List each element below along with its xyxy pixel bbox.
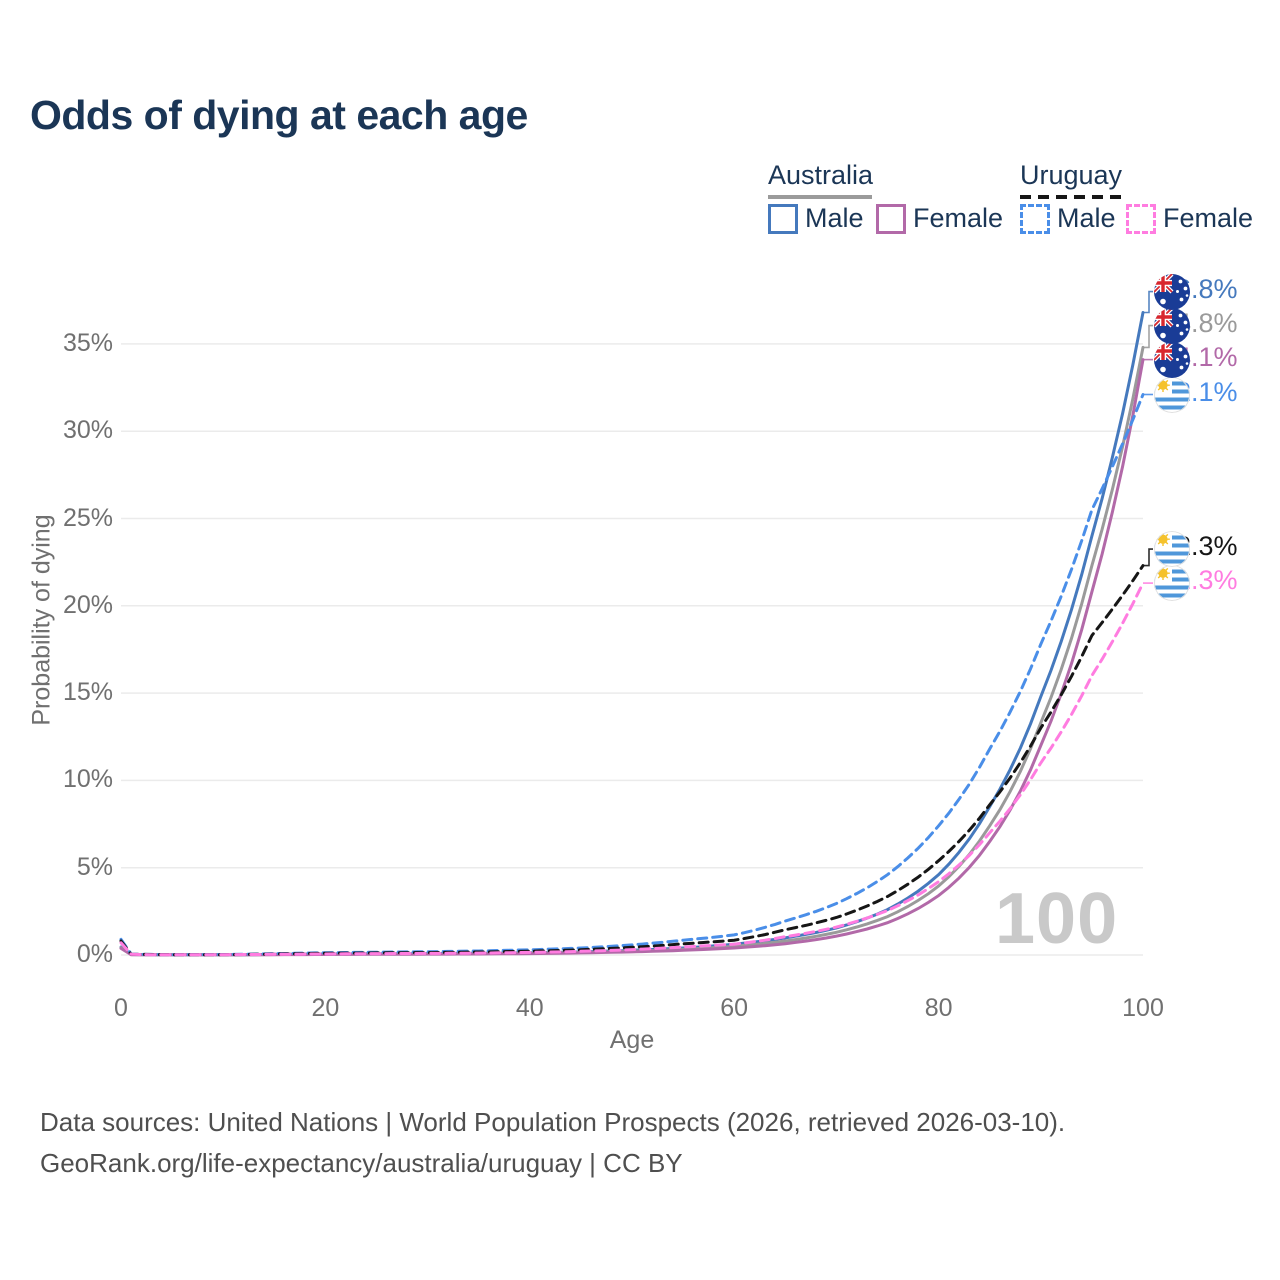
australia-female-swatch-icon [876,203,906,234]
uruguay-flag-icon [1154,531,1190,568]
x-tick-label: 80 [924,994,953,1022]
y-tick-label: 30% [62,416,113,445]
legend-item-australia-male[interactable]: Male [768,203,864,234]
legend-item-uruguay-female[interactable]: Female [1126,203,1253,234]
uruguay-flag-icon [1154,565,1190,602]
uruguay-male-swatch-icon [1020,203,1050,234]
y-tick-label: 10% [62,765,113,794]
legend-item-label: Female [913,203,1004,233]
legend-item-label: Female [1163,203,1254,233]
x-tick-label: 100 [1122,994,1164,1022]
series-end-label-uruguay-female: 21.3% [1154,565,1238,602]
australia-flag-icon [1154,273,1190,310]
legend-item-uruguay-male[interactable]: Male [1020,203,1116,234]
uruguay-flag-icon [1154,376,1190,413]
legend-uruguay-line-sample [1020,195,1124,199]
legend-australia-line-sample [768,195,872,199]
x-tick-label: 60 [720,994,749,1022]
australia-flag-icon [1154,307,1190,344]
series-line-australia-female[interactable] [119,358,1145,957]
series-end-label-australia-both: 34.8% [1154,307,1238,344]
australia-male-swatch-icon [768,203,798,234]
series-line-australia-male[interactable] [119,311,1145,957]
legend-item-australia-female[interactable]: Female [876,203,1003,234]
legend-item-label: Male [1057,203,1116,233]
legend-group-uruguay-label: Uruguay [1020,160,1123,190]
page-title: Odds of dying at each age [30,92,528,138]
legend-item-label: Male [805,203,864,233]
y-tick-label: 0% [76,940,113,968]
end-label-leader [1143,290,1153,314]
series-line-australia-both[interactable] [119,345,1145,957]
series-line-uruguay-both[interactable] [119,564,1145,957]
x-axis-title: Age [609,1026,655,1054]
age-watermark: 100 [995,879,1119,959]
x-tick-label: 0 [114,994,128,1022]
legend-group-uruguay[interactable]: Uruguay [1020,160,1124,199]
attribution-text: GeoRank.org/life-expectancy/australia/ur… [40,1148,683,1178]
y-tick-label: 5% [76,852,113,881]
uruguay-female-swatch-icon [1126,203,1156,234]
series-end-label-australia-female: 34.1% [1154,341,1238,378]
x-tick-label: 40 [515,994,544,1022]
y-tick-label: 15% [62,678,113,707]
series-end-label-uruguay-male: 32.1% [1154,376,1238,413]
legend-group-australia-label: Australia [768,160,874,190]
end-label-leader [1143,324,1153,349]
y-tick-label: 25% [62,503,113,532]
y-tick-label: 35% [62,328,113,357]
legend-group-australia[interactable]: Australia [768,160,873,199]
series-end-label-uruguay-both: 22.3% [1154,531,1238,568]
y-axis-title: Probability of dying [27,514,56,726]
end-label-leader [1143,548,1153,567]
series-end-label-australia-male: 36.8% [1154,273,1238,310]
data-sources-text: Data sources: United Nations | World Pop… [40,1107,1066,1137]
y-tick-label: 20% [62,590,113,619]
series-line-uruguay-female[interactable] [119,581,1145,957]
australia-flag-icon [1154,341,1190,378]
x-tick-label: 20 [311,994,340,1022]
series-line-uruguay-male[interactable] [119,393,1145,957]
